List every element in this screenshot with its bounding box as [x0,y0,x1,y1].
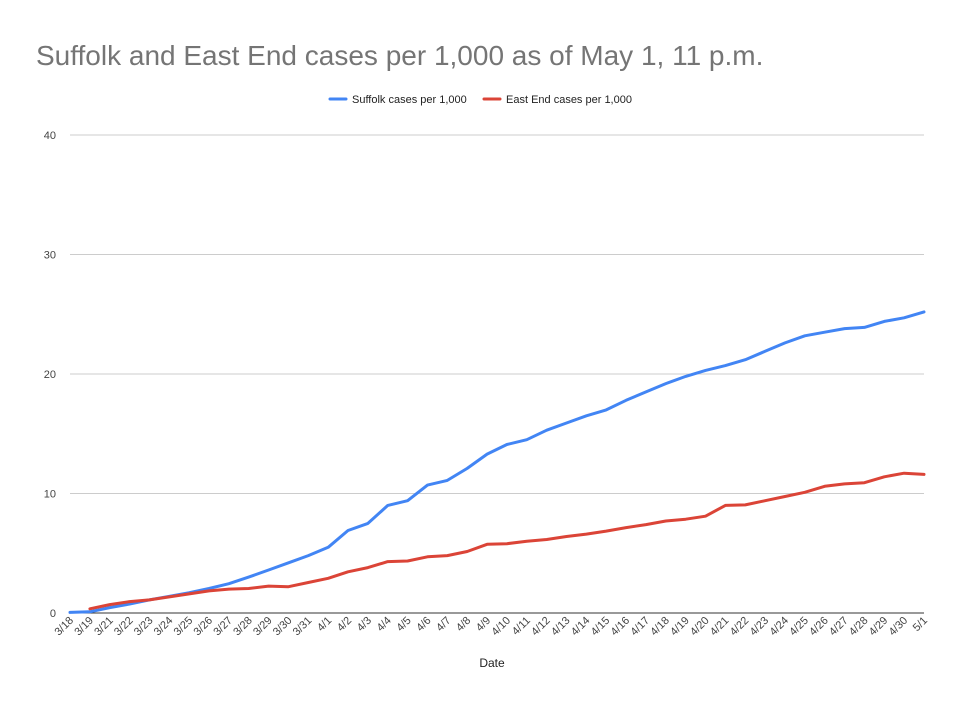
x-tick-label: 4/18 [648,615,672,639]
series-lines [68,310,926,614]
x-tick-label: 4/7 [434,615,453,634]
x-tick-label: 3/27 [211,615,235,639]
x-tick-label: 4/10 [489,615,513,639]
x-tick-label: 4/25 [787,615,811,639]
x-tick-label: 4/16 [609,615,633,639]
x-tick-label: 4/28 [847,615,871,639]
series-line-east-end [88,471,926,611]
x-tick-label: 4/26 [807,615,831,639]
x-tick-label: 4/23 [748,615,772,639]
legend-label: East End cases per 1,000 [506,94,632,106]
x-tick-label: 4/4 [375,615,394,634]
x-tick-label: 4/20 [688,615,712,639]
x-axis-title: Date [479,656,505,670]
x-tick-label: 4/6 [414,615,433,634]
x-tick-label: 4/19 [668,615,692,639]
x-tick-label: 3/21 [92,615,116,639]
x-tick-label: 3/28 [231,615,255,639]
x-tick-label: 3/19 [72,615,96,639]
y-tick-label: 20 [44,369,56,381]
series-line-suffolk [68,310,926,614]
x-tick-label: 3/31 [291,615,315,639]
x-tick-label: 4/29 [867,615,891,639]
y-axis-ticks: 0 10 20 30 40 [44,130,56,620]
x-tick-label: 4/17 [628,615,652,639]
chart-title: Suffolk and East End cases per 1,000 as … [36,40,764,71]
legend-label: Suffolk cases per 1,000 [352,94,467,106]
x-tick-label: 4/13 [549,615,573,639]
x-tick-label: 4/1 [315,615,334,634]
x-tick-label: 4/24 [767,615,791,639]
x-tick-label: 3/22 [112,615,136,639]
y-tick-label: 10 [44,489,56,501]
x-tick-label: 4/21 [708,615,732,639]
x-tick-label: 4/5 [394,615,413,634]
x-tick-label: 4/14 [569,615,593,639]
x-tick-label: 5/1 [911,615,930,634]
x-tick-label: 4/27 [827,615,851,639]
x-tick-label: 4/8 [454,615,473,634]
x-tick-label: 3/30 [271,615,295,639]
x-tick-label: 4/11 [510,615,533,638]
y-tick-label: 40 [44,130,56,142]
x-tick-label: 4/30 [887,615,911,639]
x-tick-label: 3/23 [132,615,156,639]
x-tick-label: 3/26 [192,615,216,639]
x-tick-label: 3/29 [251,615,275,639]
x-tick-label: 3/25 [172,615,196,639]
gridlines [70,134,924,614]
y-tick-label: 30 [44,250,56,262]
x-tick-label: 3/18 [52,615,76,639]
y-tick-label: 0 [50,608,56,620]
x-axis-ticks: 3/183/193/213/223/233/243/253/263/273/28… [52,615,930,639]
x-tick-label: 4/15 [589,615,613,639]
x-tick-label: 4/3 [355,615,374,634]
x-tick-label: 4/22 [728,615,752,639]
legend: Suffolk cases per 1,000 East End cases pe… [328,94,632,106]
x-tick-label: 3/24 [152,615,176,639]
x-tick-label: 4/12 [529,615,553,639]
x-tick-label: 4/2 [335,615,354,634]
